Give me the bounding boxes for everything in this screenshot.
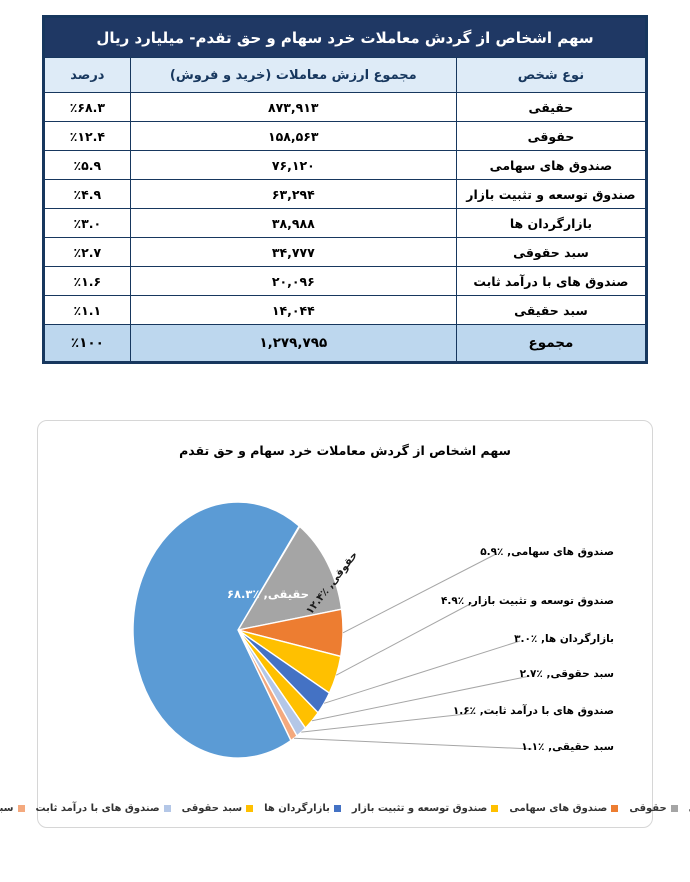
- chart-card: سهم اشخاص از گردش معاملات خرد سهام و حق …: [0, 420, 690, 828]
- cell-percent: ٪۵.۹: [43, 150, 131, 180]
- pie-callout-label-market-dev-stabilization-fund: صندوق توسعه و تثبیت بازار, ٪۴.۹: [440, 595, 614, 607]
- total-percent: ٪۱۰۰: [43, 324, 131, 363]
- cell-person-type: حقوقی: [455, 121, 648, 151]
- table-row: حقیقی ۸۷۳,۹۱۳ ٪۶۸.۳: [43, 92, 648, 122]
- legend-label: حقیقی: [689, 803, 690, 814]
- pie-slice-legal: [236, 525, 343, 631]
- cell-total-value: ۸۷۳,۹۱۳: [129, 92, 457, 122]
- chart-title: سهم اشخاص از گردش معاملات خرد سهام و حق …: [179, 443, 511, 458]
- cell-person-type: سبد حقوقی: [455, 237, 648, 267]
- legend-item-individual: حقیقی: [689, 803, 690, 814]
- turnover-table: سهم اشخاص از گردش معاملات خرد سهام و حق …: [42, 15, 648, 364]
- legend-swatch-equity-funds: [611, 805, 619, 812]
- cell-percent: ٪۴.۹: [43, 179, 131, 209]
- legend-item-legal-portfolio: سبد حقوقی: [182, 803, 254, 814]
- cell-person-type: صندوق توسعه و تثبیت بازار: [455, 179, 648, 209]
- callout-line-legal-portfolio: [311, 675, 531, 722]
- table-row: صندوق های سهامی ۷۶,۱۲۰ ٪۵.۹: [43, 150, 648, 180]
- legend-label: صندوق توسعه و تثبیت بازار: [351, 803, 488, 814]
- col-header-person-type: نوع شخص: [455, 57, 648, 93]
- table-row: بازارگردان ها ۳۸,۹۸۸ ٪۳.۰: [43, 208, 648, 238]
- legend-label: بازارگردان ها: [264, 803, 330, 814]
- legend-item-equity-funds: صندوق های سهامی: [509, 803, 619, 814]
- cell-percent: ٪۳.۰: [43, 208, 131, 238]
- legend-item-legal: حقوقی: [629, 803, 678, 814]
- table-title: سهم اشخاص از گردش معاملات خرد سهام و حق …: [43, 16, 647, 58]
- legend-swatch-individual-portfolio: [17, 805, 25, 812]
- cell-total-value: ۶۳,۲۹۴: [129, 179, 457, 209]
- table-total-row: مجموع ۱,۲۷۹,۷۹۵ ٪۱۰۰: [43, 324, 648, 363]
- legend-label: صندوق های سهامی: [509, 803, 608, 814]
- legend-swatch-fixed-income-funds: [163, 805, 171, 812]
- table-title-row: سهم اشخاص از گردش معاملات خرد سهام و حق …: [43, 16, 647, 58]
- callout-line-individual-portfolio: [293, 737, 533, 750]
- total-value: ۱,۲۷۹,۷۹۵: [129, 324, 457, 363]
- pie-plot: [132, 501, 533, 759]
- callout-line-market-dev-stabilization-fund: [335, 602, 473, 676]
- pie-callout-label-fixed-income-funds: صندوق های با درآمد ثابت, ٪۱.۶: [452, 705, 614, 717]
- legend-label: صندوق های با درآمد ثابت: [35, 803, 160, 814]
- callout-line-fixed-income-funds: [301, 712, 476, 733]
- table-row: صندوق های با درآمد ثابت ۲۰,۰۹۶ ٪۱.۶: [43, 266, 648, 296]
- legend-swatch-market-makers: [333, 805, 341, 812]
- legend-swatch-legal: [670, 805, 678, 812]
- cell-total-value: ۲۰,۰۹۶: [129, 266, 457, 296]
- cell-percent: ٪۶۸.۳: [43, 92, 131, 122]
- pie-slice-individual: [132, 501, 301, 759]
- cell-total-value: ۱۴,۰۴۴: [129, 295, 457, 325]
- table-row: صندوق توسعه و تثبیت بازار ۶۳,۲۹۴ ٪۴.۹: [43, 179, 648, 209]
- table-row: سبد حقیقی ۱۴,۰۴۴ ٪۱.۱: [43, 295, 648, 325]
- table-body: حقیقی ۸۷۳,۹۱۳ ٪۶۸.۳ حقوقی ۱۵۸,۵۶۳ ٪۱۲.۴ صندوق …: [43, 92, 648, 325]
- pie-callout-label-market-makers: بازارگردان ها, ٪۳.۰: [514, 633, 614, 645]
- legend-swatch-legal-portfolio: [246, 805, 254, 812]
- legend-item-individual-portfolio: سبد حقیقی: [0, 803, 25, 814]
- table-row: حقوقی ۱۵۸,۵۶۳ ٪۱۲.۴: [43, 121, 648, 151]
- legend-item-market-makers: بازارگردان ها: [264, 803, 341, 814]
- cell-person-type: صندوق های سهامی: [455, 150, 648, 180]
- cell-person-type: سبد حقیقی: [455, 295, 648, 325]
- cell-person-type: حقیقی: [455, 92, 648, 122]
- cell-percent: ٪۱۲.۴: [43, 121, 131, 151]
- col-header-total-value: مجموع ارزش معاملات (خرید و فروش): [129, 57, 457, 93]
- legend-label: سبد حقوقی: [181, 803, 243, 814]
- cell-total-value: ۷۶,۱۲۰: [129, 150, 457, 180]
- pie-inner-label-individual: حقیقی, ٪۶۸.۳: [227, 587, 309, 601]
- cell-percent: ٪۱.۱: [43, 295, 131, 325]
- legend-item-market-dev-stabilization-fund: صندوق توسعه و تثبیت بازار: [351, 803, 499, 814]
- cell-person-type: بازارگردان ها: [455, 208, 648, 238]
- chart-legend: حقیقی حقوقی صندوق های سهامی صندوق توسعه و ت…: [0, 803, 690, 814]
- cell-percent: ٪۱.۶: [43, 266, 131, 296]
- total-label: مجموع: [455, 324, 648, 363]
- callout-line-market-makers: [323, 640, 521, 704]
- cell-total-value: ۳۸,۹۸۸: [129, 208, 457, 238]
- legend-label: سبد حقیقی: [0, 803, 14, 814]
- cell-total-value: ۱۵۸,۵۶۳: [129, 121, 457, 151]
- legend-swatch-market-dev-stabilization-fund: [491, 805, 499, 812]
- cell-person-type: صندوق های با درآمد ثابت: [455, 266, 648, 296]
- table-row: سبد حقوقی ۳۴,۷۷۷ ٪۲.۷: [43, 237, 648, 267]
- cell-total-value: ۳۴,۷۷۷: [129, 237, 457, 267]
- pie-callout-label-legal-portfolio: سبد حقوقی, ٪۲.۷: [519, 668, 614, 680]
- table-header-row: نوع شخص مجموع ارزش معاملات (خرید و فروش)…: [43, 57, 648, 93]
- legend-label: حقوقی: [629, 803, 667, 814]
- cell-percent: ٪۲.۷: [43, 237, 131, 267]
- pie-callout-label-equity-funds: صندوق های سهامی, ٪۵.۹: [480, 546, 614, 558]
- legend-item-fixed-income-funds: صندوق های با درآمد ثابت: [36, 803, 171, 814]
- callout-line-equity-funds: [342, 553, 497, 634]
- col-header-percent: درصد: [43, 57, 131, 93]
- pie-callout-label-individual-portfolio: سبد حقیقی, ٪۱.۱: [521, 741, 614, 753]
